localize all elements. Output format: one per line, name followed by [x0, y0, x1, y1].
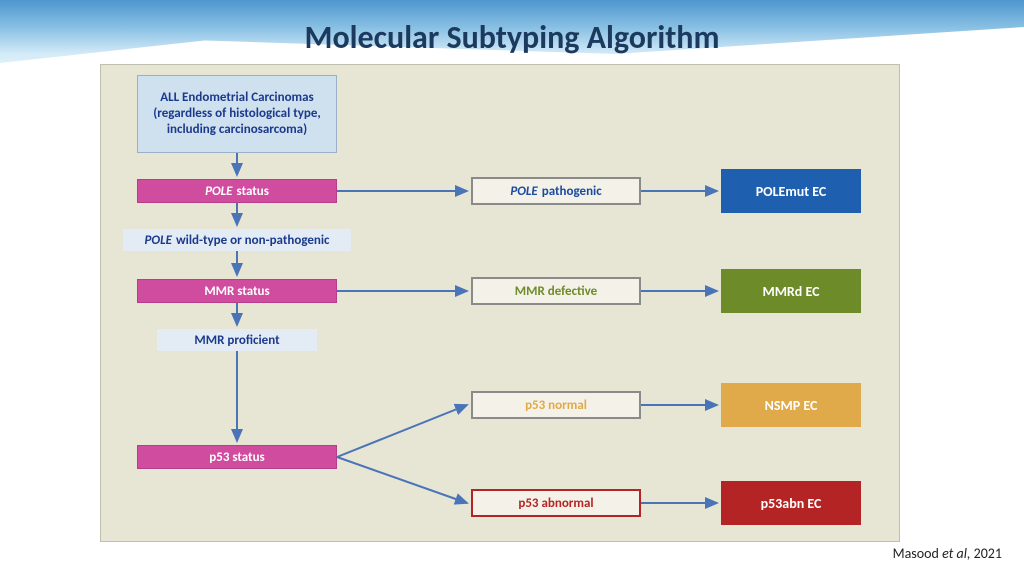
intermediate-node-pole-wildtype: POLE wild-type or non-pathogenic — [123, 229, 351, 251]
status-node-p53: p53 status — [137, 445, 337, 469]
result-node-p53abn: p53abn EC — [721, 481, 861, 525]
branch-node-p53-abnormal: p53 abnormal — [471, 489, 641, 517]
flowchart-panel: ALL Endometrial Carcinomas (regardless o… — [100, 64, 900, 542]
intermediate-node-mmr-proficient: MMR proficient — [157, 329, 317, 351]
status-node-pole: POLE status — [137, 179, 337, 203]
branch-node-mmr-defective: MMR defective — [471, 277, 641, 305]
result-node-polemut: POLEmut EC — [721, 169, 861, 213]
citation-author: Masood — [893, 545, 939, 562]
result-node-mmrd: MMRd EC — [721, 269, 861, 313]
citation: Masood et al, 2021 — [893, 545, 1002, 562]
citation-etal: et al, — [942, 545, 970, 562]
branch-node-pole-pathogenic: POLE pathogenic — [471, 177, 641, 205]
status-node-mmr: MMR status — [137, 279, 337, 303]
result-node-nsmp: NSMP EC — [721, 383, 861, 427]
status-italic: POLE — [205, 184, 232, 199]
input-node: ALL Endometrial Carcinomas (regardless o… — [137, 75, 337, 153]
citation-year: 2021 — [974, 545, 1002, 562]
branch-node-p53-normal: p53 normal — [471, 391, 641, 419]
page-title: Molecular Subtyping Algorithm — [0, 18, 1024, 57]
